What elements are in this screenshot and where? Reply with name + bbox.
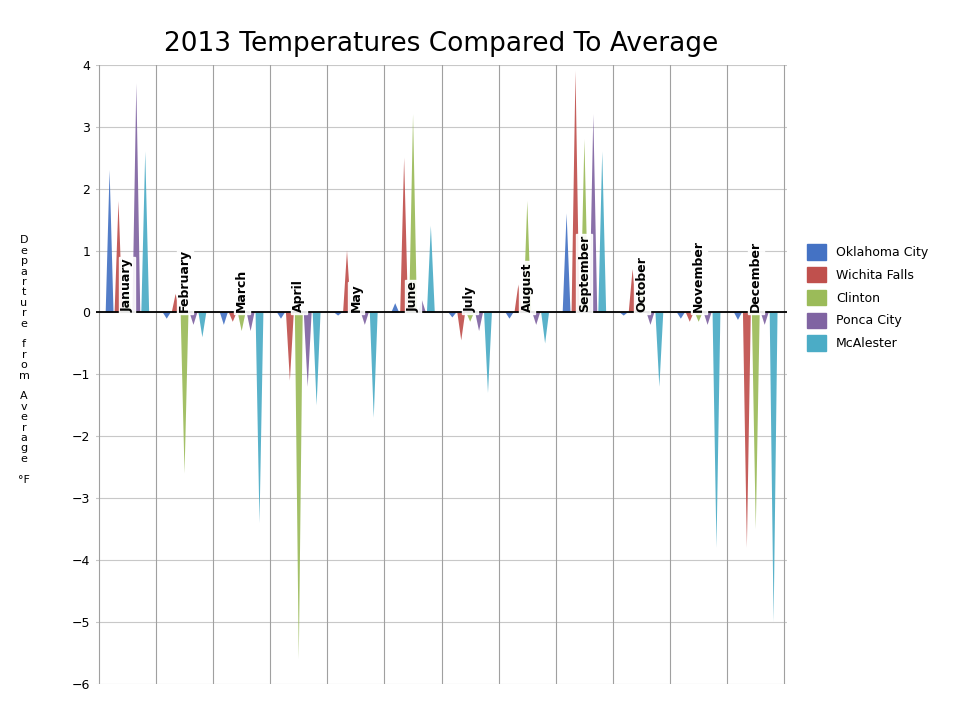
Polygon shape xyxy=(532,312,540,325)
Text: October: October xyxy=(635,256,648,312)
Legend: Oklahoma City, Wichita Falls, Clinton, Ponca City, McAlester: Oklahoma City, Wichita Falls, Clinton, P… xyxy=(807,244,928,351)
Polygon shape xyxy=(141,151,149,312)
Polygon shape xyxy=(277,312,285,319)
Text: D
e
p
a
r
t
u
r
e

f
r
o
m

A
v
e
r
a
g
e

°F: D e p a r t u r e f r o m A v e r a g e … xyxy=(18,235,30,485)
Polygon shape xyxy=(571,71,580,312)
Polygon shape xyxy=(620,312,628,315)
Polygon shape xyxy=(172,294,180,312)
Text: August: August xyxy=(520,263,534,312)
Polygon shape xyxy=(563,213,570,312)
Polygon shape xyxy=(695,312,703,322)
Polygon shape xyxy=(418,300,426,312)
Polygon shape xyxy=(656,312,663,387)
Text: November: November xyxy=(692,240,706,312)
Polygon shape xyxy=(598,151,606,312)
Polygon shape xyxy=(712,312,720,548)
Polygon shape xyxy=(255,312,263,523)
Polygon shape xyxy=(704,312,711,325)
Polygon shape xyxy=(629,269,636,312)
Polygon shape xyxy=(228,312,237,322)
Text: April: April xyxy=(292,279,305,312)
Polygon shape xyxy=(189,312,198,325)
Polygon shape xyxy=(457,312,466,341)
Polygon shape xyxy=(392,303,399,312)
Text: July: July xyxy=(464,287,477,312)
Polygon shape xyxy=(106,170,113,312)
Title: 2013 Temperatures Compared To Average: 2013 Temperatures Compared To Average xyxy=(164,31,719,57)
Polygon shape xyxy=(467,312,474,322)
Polygon shape xyxy=(770,312,778,622)
Polygon shape xyxy=(685,312,694,322)
Polygon shape xyxy=(752,312,759,529)
Polygon shape xyxy=(589,114,597,312)
Polygon shape xyxy=(427,226,435,312)
Polygon shape xyxy=(370,312,377,418)
Text: May: May xyxy=(349,284,363,312)
Polygon shape xyxy=(247,312,254,331)
Text: June: June xyxy=(406,282,420,312)
Polygon shape xyxy=(760,312,769,325)
Polygon shape xyxy=(523,201,531,312)
Text: March: March xyxy=(235,269,249,312)
Polygon shape xyxy=(352,306,360,312)
Polygon shape xyxy=(313,312,321,405)
Polygon shape xyxy=(334,312,342,315)
Polygon shape xyxy=(286,312,294,381)
Polygon shape xyxy=(114,201,123,312)
Polygon shape xyxy=(199,312,206,337)
Polygon shape xyxy=(506,312,514,319)
Polygon shape xyxy=(132,84,140,312)
Text: December: December xyxy=(750,241,762,312)
Polygon shape xyxy=(303,312,312,387)
Polygon shape xyxy=(448,312,456,318)
Polygon shape xyxy=(409,114,417,312)
Polygon shape xyxy=(361,312,369,325)
Polygon shape xyxy=(238,312,246,331)
Polygon shape xyxy=(180,312,188,474)
Polygon shape xyxy=(743,312,751,548)
Text: January: January xyxy=(121,259,133,312)
Polygon shape xyxy=(163,312,171,319)
Polygon shape xyxy=(541,312,549,343)
Polygon shape xyxy=(400,158,408,312)
Polygon shape xyxy=(677,312,684,319)
Polygon shape xyxy=(515,284,522,312)
Polygon shape xyxy=(646,312,655,325)
Polygon shape xyxy=(734,312,742,320)
Polygon shape xyxy=(637,275,645,312)
Text: February: February xyxy=(178,249,191,312)
Polygon shape xyxy=(295,312,302,660)
Polygon shape xyxy=(475,312,483,331)
Polygon shape xyxy=(124,282,132,312)
Polygon shape xyxy=(220,312,228,325)
Polygon shape xyxy=(484,312,492,393)
Polygon shape xyxy=(343,251,351,312)
Polygon shape xyxy=(581,139,588,312)
Text: September: September xyxy=(578,235,591,312)
